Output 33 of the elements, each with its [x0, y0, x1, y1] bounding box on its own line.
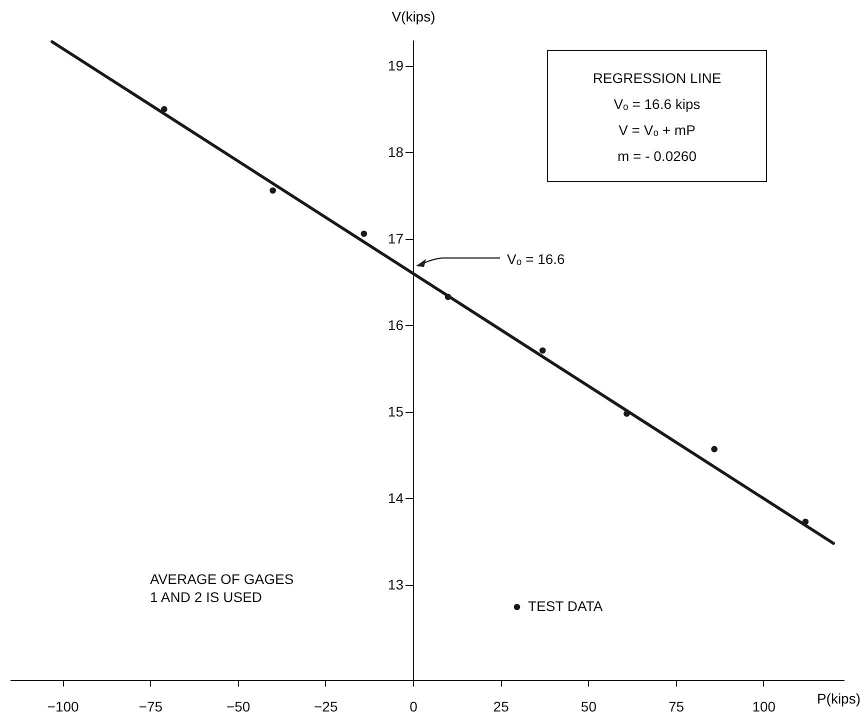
- x-axis-title: P(kips): [816, 690, 860, 706]
- x-tick-label: −50: [226, 698, 250, 714]
- point: [360, 230, 368, 237]
- y-tick-label: 16: [388, 316, 404, 333]
- point: [711, 446, 718, 452]
- y-tick-label: 13: [388, 576, 404, 592]
- x-tick-label: −75: [138, 698, 163, 714]
- x-tick-label: 50: [580, 698, 597, 714]
- y-tick-label: 19: [388, 57, 404, 74]
- point: [444, 294, 452, 300]
- legend-label: TEST DATA: [528, 598, 604, 614]
- point: [270, 187, 276, 194]
- annotation: AVERAGE OF GAGES 1 AND 2 IS USED: [150, 570, 294, 606]
- annotation: V = Vₒ + mP: [618, 121, 696, 140]
- annotation: m = - 0.0260: [616, 147, 698, 166]
- y-tick-label: 18: [388, 144, 404, 160]
- y-tick-label: 15: [388, 403, 404, 420]
- x-tick-label: −25: [314, 698, 338, 714]
- annotation: Vₒ = 16.6: [507, 250, 565, 268]
- x-tick-label: 100: [752, 698, 776, 714]
- x-tick-label: 0: [410, 698, 418, 714]
- y-tick-label: 17: [388, 230, 404, 246]
- y-axis-title: V(kips): [392, 8, 436, 24]
- point: [624, 410, 630, 417]
- y-tick-label: 14: [388, 490, 404, 506]
- x-tick-label: 25: [493, 698, 510, 714]
- point: [802, 518, 809, 525]
- point: [539, 347, 546, 354]
- point: [161, 106, 168, 112]
- annotation: Vₒ = 16.6 kips: [612, 95, 702, 114]
- x-tick-label: −100: [47, 698, 80, 714]
- x-tick-label: 75: [668, 698, 684, 714]
- annotation: REGRESSION LINE: [592, 69, 722, 88]
